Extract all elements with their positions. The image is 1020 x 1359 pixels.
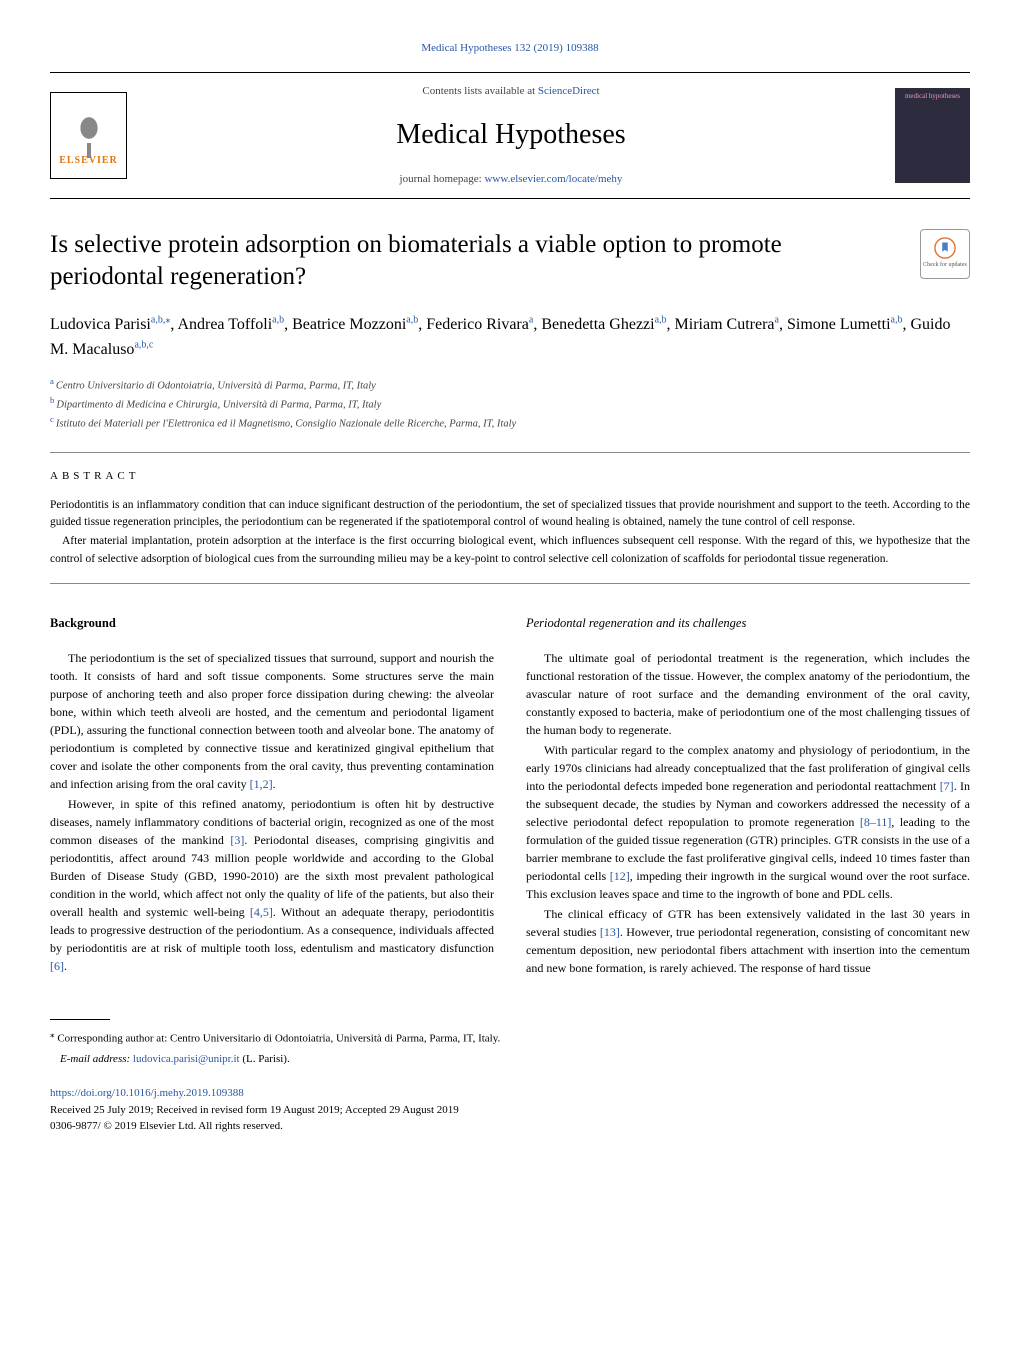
- regeneration-heading: Periodontal regeneration and its challen…: [526, 614, 970, 633]
- abstract-p2: After material implantation, protein ads…: [50, 533, 970, 568]
- authors-list: Ludovica Parisia,b,⁎, Andrea Toffolia,b,…: [50, 312, 970, 363]
- abstract-heading: ABSTRACT: [50, 468, 970, 485]
- bookmark-icon: [934, 237, 956, 259]
- body-right-p2: With particular regard to the complex an…: [526, 741, 970, 903]
- affiliation-line: aCentro Universitario di Odontoiatria, U…: [50, 375, 970, 394]
- contents-line: Contents lists available at ScienceDirec…: [127, 83, 895, 100]
- journal-citation: Medical Hypotheses 132 (2019) 109388: [50, 40, 970, 57]
- ref-3[interactable]: [3]: [230, 833, 244, 847]
- ref-6[interactable]: [6]: [50, 959, 64, 973]
- footer-rule: [50, 1019, 110, 1020]
- journal-name: Medical Hypotheses: [127, 114, 895, 156]
- background-heading: Background: [50, 614, 494, 633]
- footer-bottom: https://doi.org/10.1016/j.mehy.2019.1093…: [50, 1085, 970, 1135]
- corresponding-text: Corresponding author at: Centro Universi…: [55, 1032, 501, 1044]
- ref-13[interactable]: [13]: [600, 925, 620, 939]
- email-link[interactable]: ludovica.parisi@unipr.it: [133, 1053, 240, 1065]
- email-suffix: (L. Parisi).: [240, 1053, 290, 1065]
- received-dates: Received 25 July 2019; Received in revis…: [50, 1104, 459, 1116]
- body-left-p2: However, in spite of this refined anatom…: [50, 795, 494, 975]
- body-right-p1: The ultimate goal of periodontal treatme…: [526, 649, 970, 739]
- homepage-prefix: journal homepage:: [400, 173, 485, 185]
- left-column: Background The periodontium is the set o…: [50, 614, 494, 979]
- contents-prefix: Contents lists available at: [422, 85, 537, 97]
- ref-1-2[interactable]: [1,2]: [250, 777, 273, 791]
- body-left-p1: The periodontium is the set of specializ…: [50, 649, 494, 793]
- body-columns: Background The periodontium is the set o…: [50, 614, 970, 979]
- elsevier-logo: ELSEVIER: [50, 92, 127, 179]
- affiliations: aCentro Universitario di Odontoiatria, U…: [50, 375, 970, 433]
- homepage-url[interactable]: www.elsevier.com/locate/mehy: [484, 173, 622, 185]
- email-label: E-mail address:: [60, 1053, 133, 1065]
- cover-title: medical hypotheses: [898, 91, 967, 102]
- abstract-text: Periodontitis is an inflammatory conditi…: [50, 497, 970, 568]
- doi-link[interactable]: https://doi.org/10.1016/j.mehy.2019.1093…: [50, 1087, 244, 1099]
- abstract-p1: Periodontitis is an inflammatory conditi…: [50, 497, 970, 532]
- journal-cover-thumbnail: medical hypotheses: [895, 88, 970, 183]
- footer: ⁎ Corresponding author at: Centro Univer…: [50, 1019, 970, 1135]
- copyright: 0306-9877/ © 2019 Elsevier Ltd. All righ…: [50, 1120, 283, 1132]
- divider: [50, 583, 970, 584]
- body-right-p3: The clinical efficacy of GTR has been ex…: [526, 905, 970, 977]
- banner-center: Contents lists available at ScienceDirec…: [127, 83, 895, 188]
- affiliation-line: cIstituto dei Materiali per l'Elettronic…: [50, 413, 970, 432]
- elsevier-tree-icon: [69, 103, 109, 153]
- updates-label: Check for updates: [923, 261, 967, 270]
- homepage-line: journal homepage: www.elsevier.com/locat…: [127, 171, 895, 188]
- ref-12[interactable]: [12]: [610, 869, 630, 883]
- affiliation-line: bDipartimento di Medicina e Chirurgia, U…: [50, 394, 970, 413]
- ref-4-5[interactable]: [4,5]: [250, 905, 273, 919]
- corresponding-author: ⁎ Corresponding author at: Centro Univer…: [50, 1028, 970, 1047]
- ref-8-11[interactable]: [8–11]: [860, 815, 892, 829]
- email-line: E-mail address: ludovica.parisi@unipr.it…: [50, 1051, 970, 1068]
- title-row: Is selective protein adsorption on bioma…: [50, 229, 970, 312]
- right-column: Periodontal regeneration and its challen…: [526, 614, 970, 979]
- divider: [50, 452, 970, 453]
- check-updates-badge[interactable]: Check for updates: [920, 229, 970, 279]
- article-title: Is selective protein adsorption on bioma…: [50, 229, 900, 294]
- journal-banner: ELSEVIER Contents lists available at Sci…: [50, 72, 970, 199]
- ref-7[interactable]: [7]: [940, 779, 954, 793]
- sciencedirect-link[interactable]: ScienceDirect: [538, 85, 600, 97]
